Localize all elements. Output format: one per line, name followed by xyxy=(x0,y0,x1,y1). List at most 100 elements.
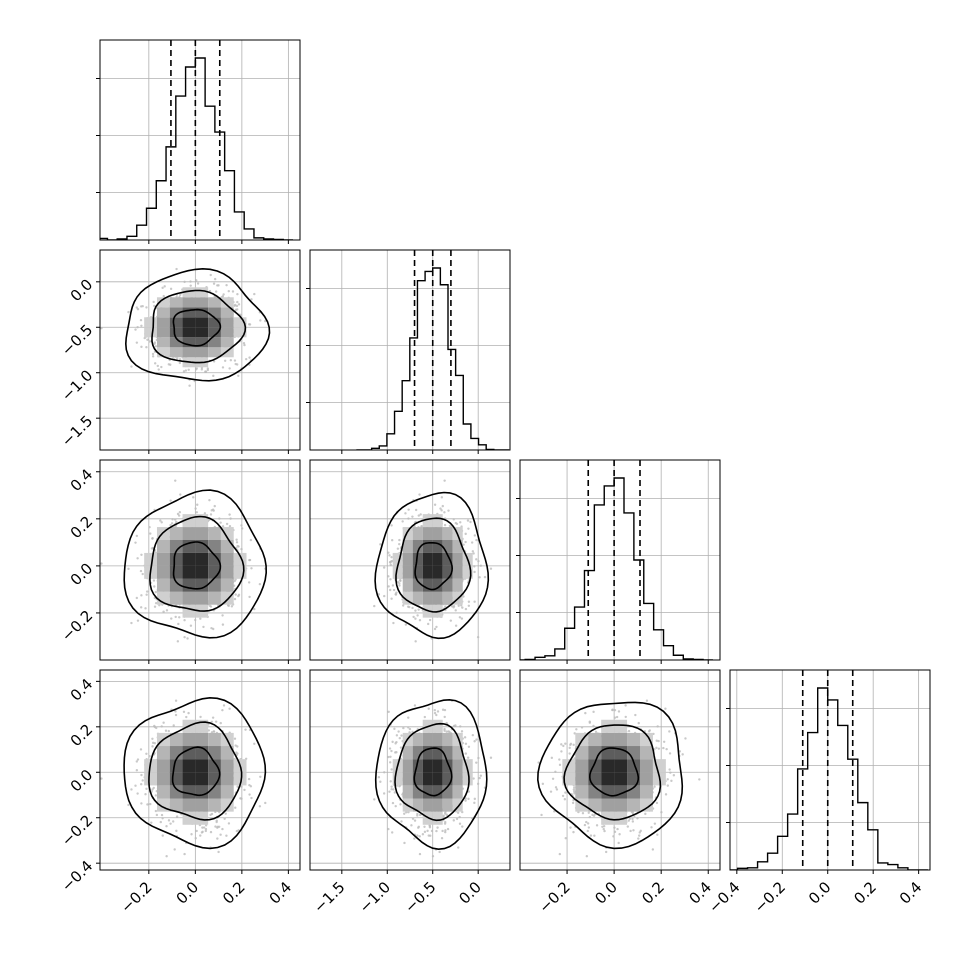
scatter-point xyxy=(194,837,197,840)
density-cell xyxy=(412,565,423,579)
x-tick-label: −0.5 xyxy=(401,878,439,916)
density-cell xyxy=(601,732,615,747)
density-cell xyxy=(220,327,234,338)
y-tick-label: 0.0 xyxy=(67,275,97,305)
scatter-point xyxy=(259,775,262,778)
scatter-point xyxy=(206,368,210,372)
x-tick-label: 0.2 xyxy=(219,878,249,908)
scatter-point xyxy=(433,503,437,506)
scatter-point xyxy=(219,833,222,836)
scatter-point xyxy=(418,852,422,856)
density-cell xyxy=(588,798,602,812)
density-cell xyxy=(169,772,183,786)
scatter-point xyxy=(248,323,252,326)
contour-level xyxy=(148,721,243,821)
scatter-point xyxy=(165,609,169,612)
scatter-point xyxy=(389,563,392,566)
scatter-point xyxy=(460,617,464,620)
scatter-point xyxy=(458,815,461,819)
scatter-point xyxy=(392,588,396,592)
scatter-point xyxy=(489,567,493,570)
scatter-point xyxy=(211,716,215,719)
density-cell xyxy=(452,578,463,592)
scatter-point xyxy=(475,761,478,764)
scatter-point xyxy=(460,730,464,733)
scatter-point xyxy=(235,304,239,308)
density-cell xyxy=(144,317,157,328)
density-cell xyxy=(452,785,463,799)
scatter-point xyxy=(664,793,668,796)
scatter-point xyxy=(234,578,237,581)
scatter-point xyxy=(178,358,182,361)
scatter-point xyxy=(151,537,154,540)
density-cell xyxy=(432,811,443,825)
scatter-point xyxy=(135,760,139,763)
density-cell xyxy=(195,798,209,812)
scatter-point xyxy=(395,611,398,615)
scatter-point xyxy=(177,514,181,517)
y-tick-label: −0.2 xyxy=(58,607,96,645)
density-cell xyxy=(402,578,413,592)
panel-3-3: −0.4 −0.2 0.0 0.2 0.4 xyxy=(705,669,931,917)
scatter-point xyxy=(427,707,430,710)
scatter-point xyxy=(135,306,139,309)
scatter-point xyxy=(603,829,606,833)
scatter-point xyxy=(160,365,163,369)
scatter-point xyxy=(100,562,103,565)
scatter-point xyxy=(240,527,244,530)
scatter-point xyxy=(162,721,165,724)
scatter-point xyxy=(216,284,219,287)
scatter-point xyxy=(585,854,589,858)
scatter-point xyxy=(464,752,468,755)
scatter-point xyxy=(388,790,391,793)
scatter-point xyxy=(249,538,253,542)
panel-frame xyxy=(309,459,511,661)
scatter-point xyxy=(162,294,165,298)
scatter-point xyxy=(454,609,457,612)
scatter-point xyxy=(397,730,400,733)
scatter-point xyxy=(612,835,615,838)
scatter-point xyxy=(613,708,617,712)
density-cell xyxy=(169,578,183,592)
scatter-point xyxy=(154,601,158,605)
scatter-point xyxy=(141,572,144,576)
density-cell xyxy=(392,552,403,566)
x-tick-label: −1.5 xyxy=(310,878,348,916)
scatter-point xyxy=(244,728,247,731)
scatter-point xyxy=(391,801,395,805)
scatter-point xyxy=(377,776,381,779)
density-cell xyxy=(422,772,433,786)
scatter-point xyxy=(387,827,390,831)
scatter-point xyxy=(216,825,220,828)
density-cell xyxy=(462,565,473,579)
scatter-point xyxy=(208,498,211,502)
density-cell xyxy=(601,759,615,773)
scatter-point xyxy=(473,740,476,743)
scatter-point xyxy=(420,525,424,528)
panel-1-0: 0.0 −0.5 −1.0 −1.5 xyxy=(58,249,301,454)
scatter-point xyxy=(464,742,468,745)
scatter-point xyxy=(555,788,559,791)
scatter-point xyxy=(134,784,137,787)
scatter-point xyxy=(428,618,432,622)
scatter-point xyxy=(443,729,446,732)
scatter-point xyxy=(662,740,666,743)
scatter-point xyxy=(391,831,394,834)
scatter-point xyxy=(189,284,192,287)
density-cell xyxy=(392,565,403,579)
scatter-point xyxy=(164,729,168,732)
scatter-point xyxy=(445,730,448,733)
density-cell xyxy=(442,540,453,553)
density-cell xyxy=(422,746,433,760)
scatter-point xyxy=(151,355,155,358)
density-cell xyxy=(195,591,209,605)
scatter-point xyxy=(435,713,438,717)
scatter-point xyxy=(382,566,386,569)
density-cell xyxy=(422,527,433,540)
density-cell xyxy=(156,297,170,308)
scatter-point xyxy=(560,750,563,753)
scatter-point xyxy=(398,584,401,587)
scatter-point xyxy=(618,833,621,836)
density-cell xyxy=(169,297,183,308)
density-cell xyxy=(169,527,183,540)
